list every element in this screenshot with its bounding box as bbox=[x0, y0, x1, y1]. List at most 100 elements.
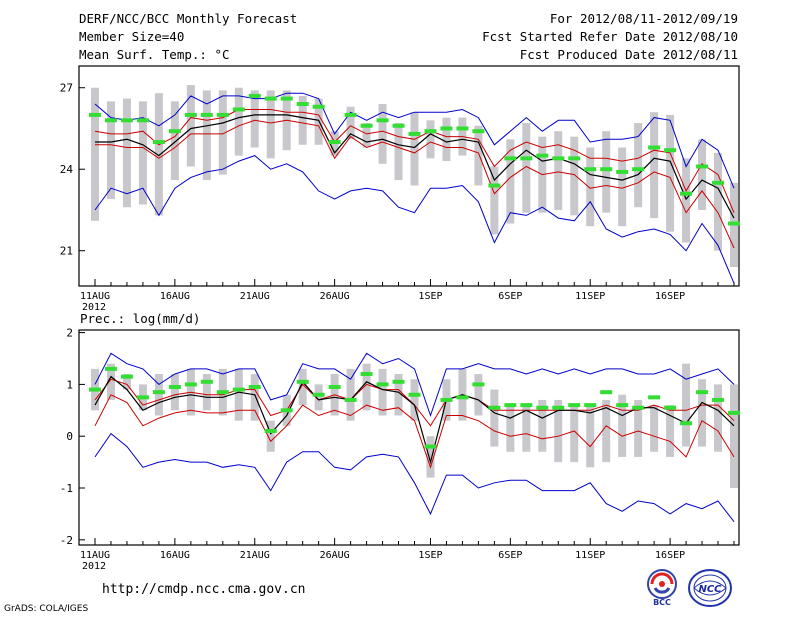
temp-xtick-label: 16AUG bbox=[160, 291, 190, 302]
prec-mean-marker bbox=[344, 397, 357, 402]
prec-ensemble-bar bbox=[122, 374, 131, 390]
temp-xtick-label: 1SEP bbox=[418, 291, 442, 302]
temp-xtick-label: 6SEP bbox=[498, 291, 522, 302]
prec-mean-marker bbox=[376, 382, 389, 387]
temp-mean-marker bbox=[120, 118, 133, 123]
prec-ensemble-bar bbox=[234, 368, 243, 421]
temp-mean-marker bbox=[600, 167, 613, 172]
prec-mean-marker bbox=[488, 405, 501, 410]
temp-mean-marker bbox=[392, 123, 405, 128]
prec-mean-marker bbox=[584, 403, 597, 408]
temp-mean-marker bbox=[504, 156, 517, 161]
prec-panel-title: Prec.: log(mm/d) bbox=[80, 311, 200, 326]
prec-mean-marker bbox=[504, 403, 517, 408]
prec-ensemble-bar bbox=[602, 399, 611, 463]
prec-mean-marker bbox=[680, 421, 693, 426]
prec-ensemble-bar bbox=[474, 374, 483, 416]
temp-upper-quartile-line bbox=[94, 109, 735, 213]
temp-ensemble-bar bbox=[618, 147, 627, 227]
prec-ensemble-bar bbox=[634, 399, 643, 457]
temp-ensemble-bar bbox=[442, 117, 451, 162]
prec-mean-marker bbox=[536, 405, 549, 410]
temp-mean-marker bbox=[136, 118, 149, 123]
temp-mean-marker bbox=[424, 129, 437, 134]
temp-ensemble-bar bbox=[602, 131, 611, 213]
temp-mean-marker bbox=[184, 112, 197, 117]
temp-mean-marker bbox=[456, 126, 469, 131]
temp-ensemble-bar bbox=[250, 90, 259, 148]
temp-mean-marker bbox=[104, 118, 117, 123]
prec-ytick-label: 1 bbox=[66, 378, 73, 391]
prec-mean-marker bbox=[296, 379, 309, 384]
temp-mean-marker bbox=[232, 107, 245, 112]
prec-ensemble-bar bbox=[666, 405, 675, 457]
prec-mean-marker bbox=[200, 379, 213, 384]
prec-mean-marker bbox=[280, 408, 293, 413]
temp-mean-marker bbox=[664, 148, 677, 153]
prec-mean-marker bbox=[120, 374, 133, 379]
prec-ensemble-bar bbox=[538, 399, 547, 452]
temp-ensemble-bar bbox=[266, 90, 275, 159]
temp-plot-frame bbox=[78, 65, 740, 287]
prec-ensemble-bar bbox=[362, 363, 371, 411]
prec-ensemble-bar bbox=[266, 420, 275, 452]
prec-mean-marker bbox=[312, 392, 325, 397]
temp-mean-marker bbox=[152, 140, 165, 145]
prec-mean-marker bbox=[456, 395, 469, 400]
temp-ensemble-bar bbox=[138, 101, 147, 205]
prec-ensemble-bar bbox=[250, 374, 259, 421]
temp-ensemble-bar bbox=[346, 106, 355, 140]
prec-ensemble-bar bbox=[554, 399, 563, 463]
prec-ensemble-bar bbox=[106, 363, 115, 400]
prec-mean-marker bbox=[136, 395, 149, 400]
temp-ensemble-bar bbox=[410, 112, 419, 186]
temp-ensemble-bar bbox=[154, 93, 163, 216]
temp-max-line bbox=[94, 92, 735, 189]
temp-mean-marker bbox=[344, 112, 357, 117]
prec-ensemble-bar bbox=[730, 384, 738, 489]
temp-xtick-label: 26AUG bbox=[320, 291, 350, 302]
prec-ytick-label: 0 bbox=[66, 430, 73, 443]
prec-ensemble-bar bbox=[506, 405, 515, 452]
temp-ensemble-bar bbox=[362, 123, 371, 148]
prec-mean-marker bbox=[728, 410, 740, 415]
prec-mean-marker bbox=[424, 444, 437, 449]
temp-mean-marker bbox=[552, 156, 565, 161]
prec-ensemble-bar bbox=[378, 368, 387, 416]
temp-ensemble-bar bbox=[650, 112, 659, 219]
temp-ensemble-bar bbox=[714, 152, 723, 251]
temp-ensemble-bar bbox=[202, 90, 211, 181]
prec-mean-marker bbox=[152, 390, 165, 395]
prec-ensemble-bar bbox=[618, 394, 627, 457]
temp-mean-marker bbox=[296, 102, 309, 107]
temp-ensemble-bar bbox=[490, 166, 499, 235]
prec-mean-marker bbox=[248, 384, 261, 389]
temp-ytick-label: 27 bbox=[60, 82, 73, 95]
prec-mean-marker bbox=[600, 390, 613, 395]
prec-ensemble-bar bbox=[314, 384, 323, 411]
prec-mean-marker bbox=[648, 395, 661, 400]
temp-mean-marker bbox=[488, 183, 501, 188]
prec-mean-marker bbox=[184, 382, 197, 387]
forecast-produced-date: Fcst Produced Date 2012/08/11 bbox=[519, 47, 738, 62]
ncc-logo: NCC bbox=[688, 569, 732, 607]
temp-mean-marker bbox=[312, 104, 325, 109]
prec-ytick-label: -2 bbox=[60, 534, 73, 547]
temp-xtick-label: 11AUG bbox=[80, 291, 110, 302]
bcc-logo-text: BCC bbox=[653, 598, 671, 607]
temp-ensemble-bar bbox=[394, 123, 403, 181]
prec-xtick-label: 11SEP bbox=[575, 550, 605, 561]
temp-ensemble-bar bbox=[218, 90, 227, 175]
temp-mean-marker bbox=[584, 167, 597, 172]
prec-mean-marker bbox=[392, 379, 405, 384]
grads-credit: GrADS: COLA/IGES bbox=[4, 604, 89, 614]
temp-ensemble-bar bbox=[522, 123, 531, 213]
source-url[interactable]: http://cmdp.ncc.cma.gov.cn bbox=[102, 582, 306, 597]
temp-min-line bbox=[94, 155, 735, 284]
temp-ensemble-bar bbox=[666, 114, 675, 232]
temp-mean-marker bbox=[280, 96, 293, 101]
prec-ensemble-bar bbox=[522, 405, 531, 452]
temp-ensemble-bar bbox=[554, 131, 563, 210]
prec-mean-marker bbox=[168, 384, 181, 389]
